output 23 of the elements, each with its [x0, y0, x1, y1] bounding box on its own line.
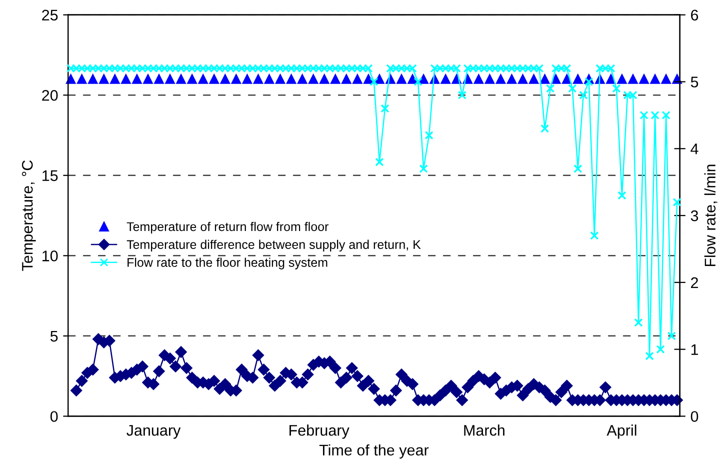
y2-tick-label: 1 [691, 344, 698, 355]
y2-tick-label: 6 [691, 10, 698, 21]
y-tick-label: 5 [50, 330, 58, 342]
y2-tick-label: 4 [690, 144, 698, 154]
y-tick-label: 0 [50, 411, 58, 422]
y2-tick-label: 2 [691, 277, 698, 288]
legend-label: Temperature of return flow from floor [126, 222, 328, 234]
y2-tick-label: 0 [690, 411, 698, 422]
legend-label: Flow rate to the floor heating system [128, 258, 328, 270]
y-tick-label: 15 [42, 170, 58, 182]
x-tick-label: January [126, 425, 181, 439]
y-tick-label: 10 [42, 250, 58, 262]
y-tick-label: 25 [42, 10, 58, 21]
x-tick-label: March [464, 424, 504, 436]
y2-axis-title: Flow rate, l/min [704, 164, 718, 266]
x-tick-label: February [290, 424, 350, 439]
legend-label: Temperature difference between supply and return, K [126, 240, 421, 252]
y2-tick-label: 5 [690, 76, 698, 88]
x-tick-label: April [606, 424, 636, 439]
x-axis-title: Time of the year [319, 444, 429, 459]
y-axis-title: Temperature, °C [22, 160, 36, 271]
y-tick-label: 20 [42, 90, 58, 101]
y2-tick-label: 3 [690, 210, 698, 222]
